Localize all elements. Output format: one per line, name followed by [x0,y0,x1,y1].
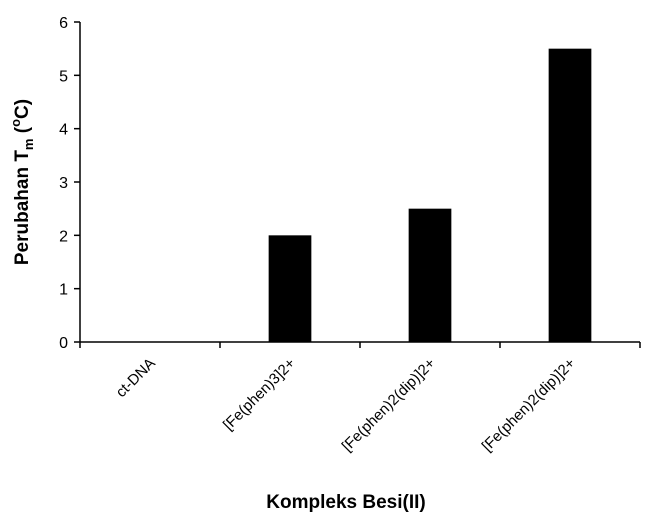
y-axis-ticks: 0 1 2 3 4 5 6 [59,15,80,352]
y-tick-label: 2 [59,228,68,245]
bars [268,48,592,343]
bar [548,48,592,343]
y-tick-label: 3 [59,175,68,192]
category-labels: ct-DNA [Fe(phen)3]2+ [Fe(phen)2(dip)]2+ [Fe… [113,355,579,455]
x-axis-ticks [79,342,641,348]
category-label: ct-DNA [113,355,159,401]
y-tick-label: 6 [59,15,68,32]
category-label: [Fe(phen)2(dip)]2+ [339,355,439,455]
bar [408,208,452,342]
bar [268,235,312,342]
y-tick-label: 1 [59,282,68,299]
y-tick-label: 5 [59,68,68,85]
category-label: [Fe(phen)2(dip)]2+ [479,355,579,455]
x-axis-title: Kompleks Besi(II) [266,492,425,513]
y-tick-label: 4 [59,122,68,139]
y-axis-title: Perubahan Tm (oC) [8,99,36,265]
y-tick-label: 0 [59,335,68,352]
category-label: [Fe(phen)3]2+ [220,355,299,434]
